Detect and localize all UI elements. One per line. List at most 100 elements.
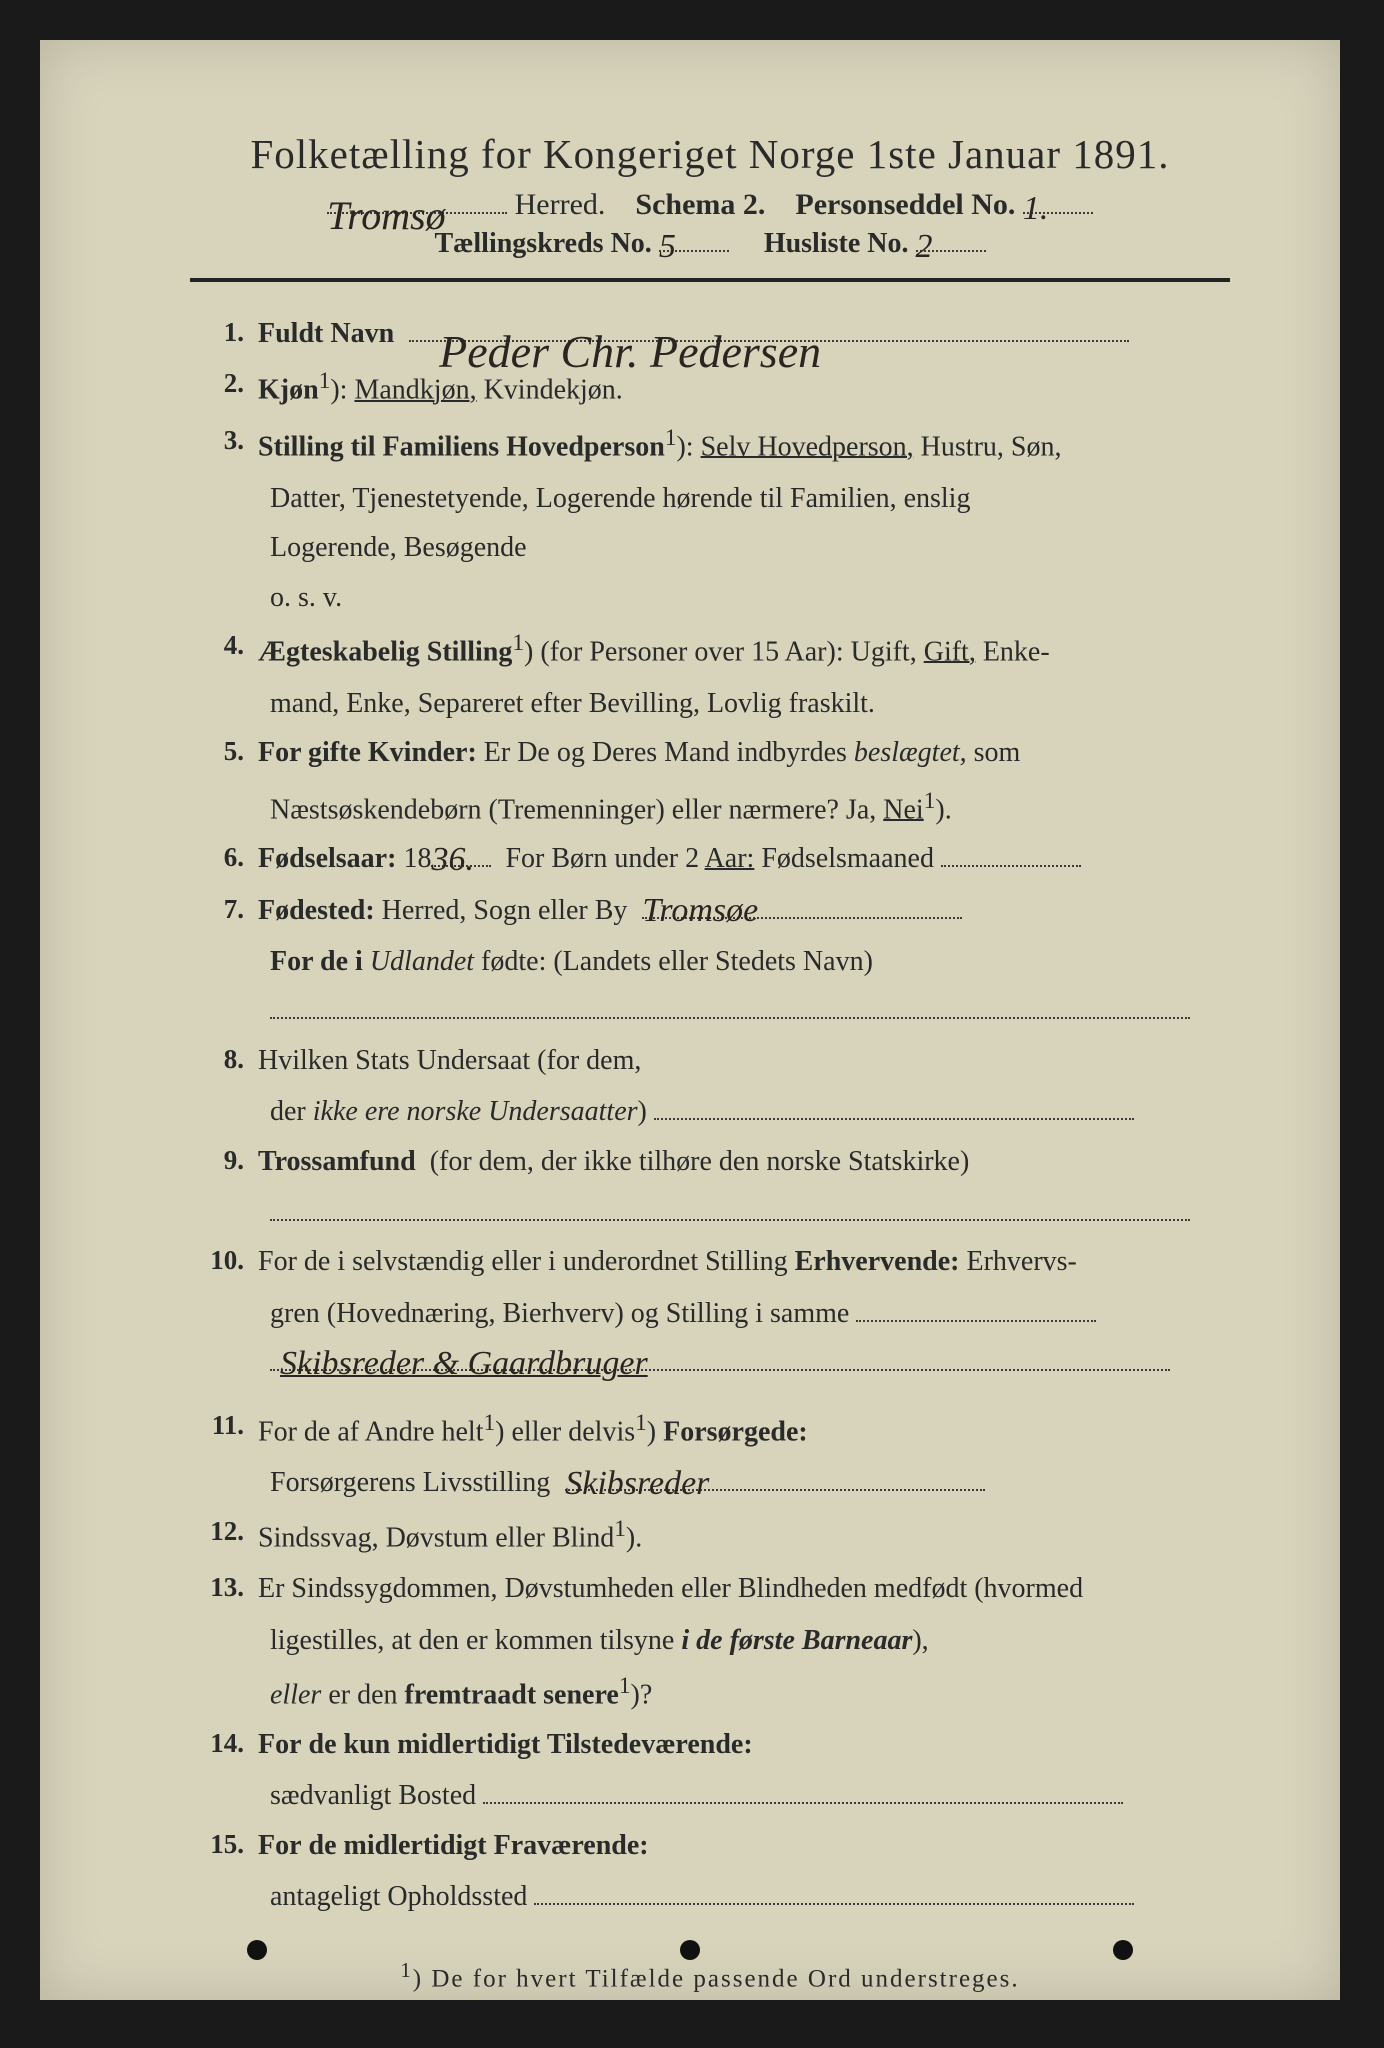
q3-line3: Logerende, Besøgende <box>190 526 1230 569</box>
q15-row: 15. For de midlertidigt Fraværende: <box>190 1824 1230 1867</box>
binding-holes <box>40 1940 1340 1960</box>
q9-num: 9. <box>190 1140 258 1182</box>
q10-line2: gren (Hovednæring, Bierhverv) og Stillin… <box>190 1292 1230 1335</box>
q7-text: Herred, Sogn eller By <box>382 895 628 926</box>
q13-l1: Er Sindssygdommen, Døvstumheden eller Bl… <box>258 1567 1230 1610</box>
q1-row: 1. Fuldt Navn Peder Chr. Pedersen <box>190 312 1230 355</box>
q5-t1: Er De og Deres Mand indbyrdes <box>484 737 847 768</box>
q5-t2: som <box>974 737 1021 768</box>
q8-l2a: der <box>270 1096 306 1127</box>
q10-value: Skibsreder & Gaardbruger <box>280 1338 648 1391</box>
q7-row: 7. Fødested: Herred, Sogn eller By Troms… <box>190 889 1230 932</box>
herred-label: Herred. <box>515 188 606 221</box>
main-title: Folketælling for Kongeriget Norge 1ste J… <box>190 130 1230 178</box>
q11-num: 11. <box>190 1405 258 1447</box>
husliste-no: 2 <box>916 228 933 266</box>
q14-l1a: For <box>258 1729 302 1760</box>
q14-num: 14. <box>190 1723 258 1765</box>
q3-line4: o. s. v. <box>190 576 1230 619</box>
q4-enke: Enke- <box>983 636 1050 667</box>
kreds-label: Tællingskreds No. <box>434 228 651 259</box>
q11-sup1: 1 <box>484 1410 496 1436</box>
q9-row: 9. Trossamfund (for dem, der ikke tilhør… <box>190 1140 1230 1183</box>
footnote-text: De for hvert Tilfælde passende Ord under… <box>431 1966 1019 1993</box>
footnote: 1) De for hvert Tilfælde passende Ord un… <box>190 1958 1230 1993</box>
q13-l3a: eller <box>270 1679 321 1710</box>
q13-num: 13. <box>190 1567 258 1609</box>
q3-num: 3. <box>190 420 258 462</box>
q8-num: 8. <box>190 1039 258 1081</box>
q1-num: 1. <box>190 312 258 354</box>
q2-label: Kjøn <box>258 375 319 406</box>
q6-mid: For Børn under 2 <box>505 843 699 874</box>
q8-line2: der ikke ere norske Undersaatter) <box>190 1090 1230 1133</box>
q9-label: Trossamfund <box>258 1146 416 1177</box>
q13-l3b: er den <box>328 1679 397 1710</box>
q1-name-value: Peder Chr. Pedersen <box>439 316 821 361</box>
q5-row: 5. For gifte Kvinder: Er De og Deres Man… <box>190 731 1230 774</box>
q12-sup: 1 <box>614 1516 626 1542</box>
q10-l1b: Erhvervende: <box>795 1246 960 1277</box>
q6-tail: Fødselsmaaned <box>761 843 934 874</box>
q4-ugift: Ugift, <box>851 636 917 667</box>
q1-label: Fuldt Navn <box>258 318 394 349</box>
q6-aar: Aar: <box>705 843 755 874</box>
q7-l2b: Udlandet <box>370 946 474 977</box>
q13-line3: eller er den fremtraadt senere1)? <box>190 1668 1230 1717</box>
q10-value-line: Skibsreder & Gaardbruger <box>190 1341 1230 1384</box>
q5-lead: For gifte Kvinder: <box>258 737 477 768</box>
q5-sup: 1 <box>924 788 936 814</box>
q3-label: Stilling til Familiens Hovedperson <box>258 431 665 462</box>
q4-num: 4. <box>190 625 258 667</box>
q11-l2: Forsørgerens Livsstilling <box>270 1467 550 1498</box>
q13-line2: ligestilles, at den er kommen tilsyne i … <box>190 1619 1230 1662</box>
q5-ital: beslægtet, <box>854 737 967 768</box>
q6-num: 6. <box>190 837 258 879</box>
q12-num: 12. <box>190 1511 258 1553</box>
census-form-page: Folketælling for Kongeriget Norge 1ste J… <box>40 40 1340 2000</box>
q8-row: 8. Hvilken Stats Undersaat (for dem, <box>190 1039 1230 1082</box>
q4-label: Ægteskabelig Stilling <box>258 636 512 667</box>
q7-leader <box>190 989 1230 1032</box>
header-line-2: Tromsø Herred. Schema 2. Personseddel No… <box>190 188 1230 222</box>
q15-l1b: de midlertidigt Fraværende: <box>309 1830 649 1861</box>
q9-leader <box>190 1191 1230 1234</box>
q7-l2a: For de i <box>270 946 363 977</box>
q15-l2: antageligt Opholdssted <box>270 1881 527 1912</box>
hole-icon <box>1113 1940 1133 1960</box>
q5-nei: Nei <box>883 794 923 825</box>
hole-icon <box>680 1940 700 1960</box>
q9-text: (for dem, der ikke tilhøre den norske St… <box>430 1146 970 1177</box>
q11-sup2: 1 <box>635 1410 647 1436</box>
q6-label: Fødselsaar: <box>258 843 396 874</box>
q4-line2: mand, Enke, Separeret efter Bevilling, L… <box>190 682 1230 725</box>
kreds-no: 5 <box>659 228 676 266</box>
q4-sup: 1 <box>512 630 524 656</box>
q6-row: 6. Fødselsaar: 18 36. For Børn under 2 A… <box>190 837 1230 880</box>
hole-icon <box>247 1940 267 1960</box>
q7-num: 7. <box>190 889 258 931</box>
q2-kvinde: Kvindekjøn. <box>484 375 623 406</box>
q4-gift: Gift, <box>924 636 976 667</box>
q15-num: 15. <box>190 1824 258 1866</box>
q13-l2b: i de første Barneaar <box>681 1625 912 1656</box>
person-no: 1. <box>1023 190 1049 228</box>
q7-l2c: fødte: (Landets eller Stedets Navn) <box>481 946 873 977</box>
q11-l1b: eller delvis <box>512 1416 636 1447</box>
footnote-sup: 1 <box>400 1958 412 1982</box>
q3-rest1: Hustru, Søn, <box>921 431 1062 462</box>
q12-text: Sindssvag, Døvstum eller Blind <box>258 1522 614 1553</box>
q10-num: 10. <box>190 1240 258 1282</box>
q7-line2: For de i Udlandet fødte: (Landets eller … <box>190 940 1230 983</box>
q13-l3c: fremtraadt senere <box>405 1679 619 1710</box>
q13-l2a: ligestilles, at den er kommen tilsyne <box>270 1625 674 1656</box>
q14-line2: sædvanligt Bosted <box>190 1774 1230 1817</box>
q4-paren: (for Personer over 15 Aar): <box>540 636 843 667</box>
q15-l1a: For <box>258 1830 302 1861</box>
q11-value: Skibsreder <box>565 1458 709 1511</box>
q11-l1c: Forsørgede: <box>663 1416 808 1447</box>
q7-value: Tromsøe <box>642 885 758 938</box>
q5-num: 5. <box>190 731 258 773</box>
q13-row: 13. Er Sindssygdommen, Døvstumheden elle… <box>190 1567 1230 1610</box>
q3-sup: 1 <box>665 425 677 451</box>
